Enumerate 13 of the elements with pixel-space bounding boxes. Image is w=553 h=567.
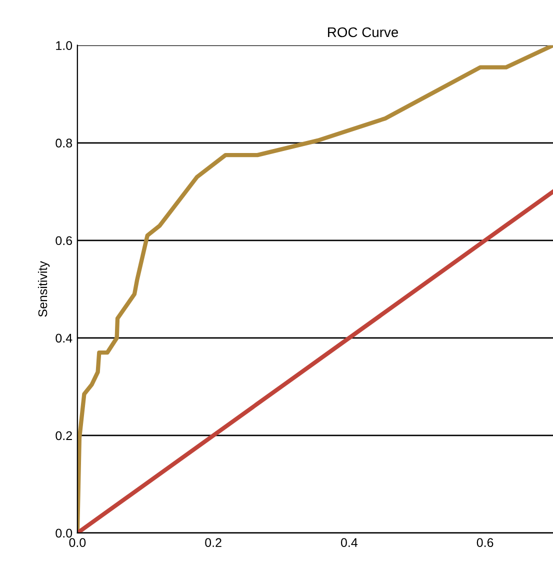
y-tick-label: 0.8 [56,138,72,148]
chart-title: ROC Curve [328,27,398,38]
y-axis-title: Sensitivity [38,261,50,317]
x-tick-label: 0.2 [205,538,222,548]
y-tick-label: 1.0 [56,41,72,50]
x-tick-label: 0.6 [476,538,494,548]
y-tick-label: 0.6 [56,236,72,246]
y-tick-label: 0.2 [56,431,72,440]
y-tick-label: 0.0 [56,528,72,538]
y-tick-label: 0.4 [56,334,72,343]
line-series [77,45,553,533]
x-tick-label: 0.4 [340,538,358,548]
x-tick-label: 0.0 [69,538,86,548]
